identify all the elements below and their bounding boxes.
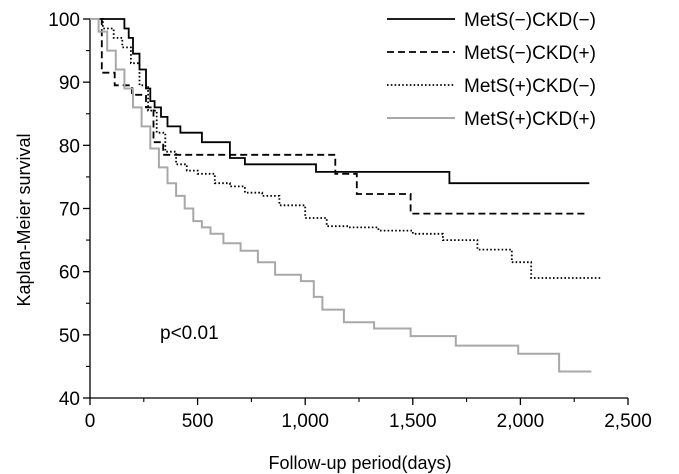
- y-tick-label: 80: [59, 136, 80, 157]
- legend-label: MetS(+)CKD(−): [464, 76, 596, 97]
- legend-label: MetS(−)CKD(−): [464, 10, 596, 31]
- y-axis-title: Kaplan-Meier survival: [14, 133, 34, 306]
- y-tick-label: 50: [59, 326, 80, 347]
- y-tick-label: 100: [48, 10, 80, 31]
- x-tick-label: 500: [182, 411, 214, 432]
- y-tick-label: 90: [59, 73, 80, 94]
- legend-label: MetS(−)CKD(+): [464, 43, 596, 64]
- series-line-mets-ckd: [90, 18, 588, 215]
- y-tick-label: 70: [59, 200, 80, 221]
- series-layer: [90, 18, 603, 373]
- legend-label: MetS(+)CKD(+): [464, 109, 596, 130]
- series-line-mets-ckd: [90, 18, 590, 185]
- p-value-annotation: p<0.01: [160, 323, 219, 344]
- x-tick-label: 1,000: [281, 411, 329, 432]
- x-axis-title: Follow-up period(days): [268, 453, 451, 473]
- axes: 40 50 60 70 80 90 100 0 500 1,000 1,500 2,000 2,500: [48, 10, 651, 432]
- y-tick-label: 40: [59, 389, 80, 410]
- x-tick-label: 2,000: [497, 411, 545, 432]
- legend: MetS(−)CKD(−) MetS(−)CKD(+) MetS(+)CKD(−) M…: [387, 10, 596, 130]
- series-line-mets-ckd: [90, 18, 592, 373]
- x-tick-label: 1,500: [389, 411, 437, 432]
- x-tick-label: 0: [85, 411, 96, 432]
- y-tick-label: 60: [59, 263, 80, 284]
- x-tick-label: 2,500: [604, 411, 652, 432]
